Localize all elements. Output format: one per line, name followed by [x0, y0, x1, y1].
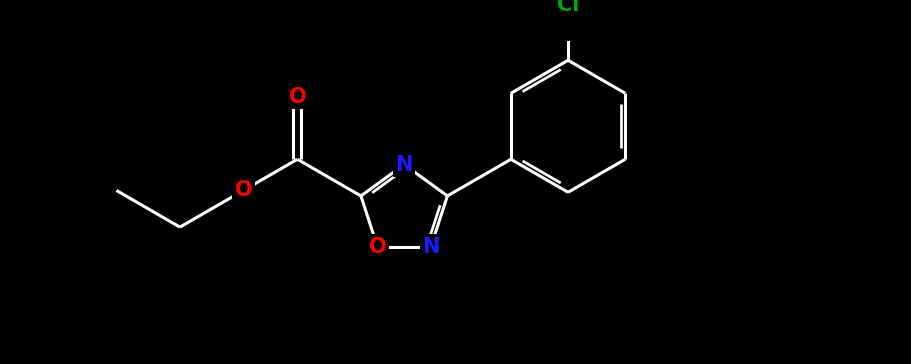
Text: N: N [395, 155, 413, 174]
Text: O: O [369, 237, 386, 257]
Text: O: O [289, 87, 306, 107]
Text: O: O [235, 181, 252, 201]
Text: Cl: Cl [557, 0, 579, 15]
Text: N: N [422, 237, 440, 257]
